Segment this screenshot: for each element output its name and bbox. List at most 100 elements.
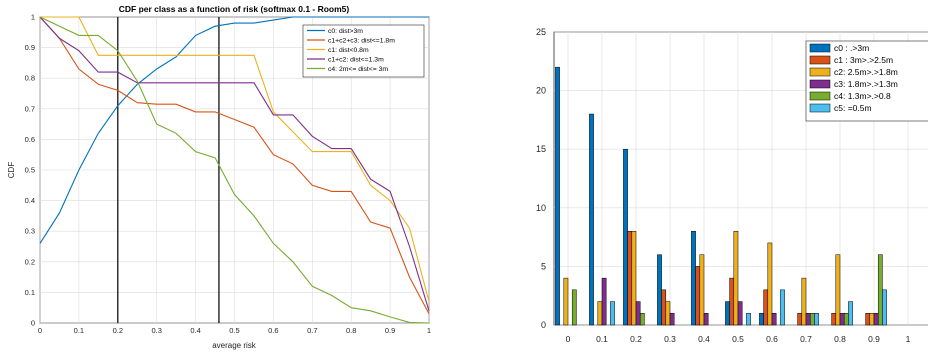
histogram-bar-3-1 [601,277,607,326]
cdf-y-tick-label: 0.8 [25,74,35,83]
cdf-series-line-0 [39,16,429,244]
histogram-x-tick-label: 0.9 [868,334,880,344]
histogram-x-tick-label: 0.8 [834,334,846,344]
histogram-legend-label-1: c1 : 3m>.>2.5m [834,55,893,65]
histogram-bar-3-7 [805,313,811,326]
histogram-bar-3-6 [771,313,777,326]
histogram-bar-1-9 [865,313,871,326]
histogram-bar-4-8 [843,313,849,326]
histogram-x-tick-label: 1 [906,334,911,344]
histogram-bar-2-9 [869,313,875,326]
histogram-x-tick-label: 0.1 [596,334,608,344]
cdf-x-tick-label: 0.1 [74,326,84,335]
cdf-vertical-lines [117,17,220,323]
cdf-y-tick-label: 0.9 [25,43,35,52]
cdf-series-line-4 [39,16,430,324]
histogram-bar-0-5 [725,301,730,326]
histogram-bar-2-3 [665,301,671,326]
histogram-x-tick-label: 0.5 [732,334,744,344]
histogram-bar-0-6 [759,313,764,326]
histogram-x-tick-label: 0 [566,334,571,344]
histogram-bar-5-7 [814,313,819,326]
histogram-bar-5-8 [848,301,853,326]
histogram-bar-2-8 [835,254,841,326]
histogram-legend-swatch-5 [809,103,831,113]
histogram-bar-4-0 [571,289,577,326]
histogram-legend: c0 : .>3m c1 : 3m>.>2.5m c2: 2.5m>.>1.8m c3… [805,40,928,122]
histogram-chart: 0 0.1 0.2 0.3 0.4 0.5 0.6 0.7 0.8 0.9 1 0 5 10 15 20 25… [536,27,928,344]
histogram-bar-1-6 [763,289,769,326]
histogram-bar-1-5 [729,277,735,326]
histogram-legend-label-2: c2: 2.5m>.>1.8m [834,67,898,77]
histogram-bar-0-1 [589,113,594,326]
cdf-legend-label-2: c1: dist<0.8m [328,47,369,54]
cdf-series-line-2 [40,16,430,302]
histogram-bar-2-4 [699,254,705,326]
cdf-x-tick-label: 0.7 [307,326,317,335]
histogram-x-tick-label: 0.4 [698,334,710,344]
histogram-bar-3-9 [873,313,879,326]
histogram-x-tick-label: 0.3 [664,334,676,344]
cdf-y-tick-label: 0.5 [25,166,35,175]
histogram-bar-2-7 [801,277,807,326]
cdf-x-tick-label: 0.2 [113,326,123,335]
cdf-ylabel: CDF [7,162,16,179]
histogram-legend-label-4: c4: 1.3m>.>0.8 [834,91,891,101]
histogram-bar-3-4 [703,313,709,326]
histogram-y-tick-label: 0 [541,320,546,330]
histogram-bar-0-3 [657,254,662,326]
histogram-bar-0-2 [623,148,628,326]
histogram-bar-5-6 [780,289,785,326]
cdf-x-ticks: 0 0.1 0.2 0.3 0.4 0.5 0.6 0.7 0.8 0.9 1 [38,326,431,335]
histogram-bar-5-5 [746,313,751,326]
cdf-x-tick-label: 0.3 [151,326,161,335]
cdf-legend-label-4: c4: 2m<= dist<= 3m [328,66,388,73]
histogram-x-ticks: 0 0.1 0.2 0.3 0.4 0.5 0.6 0.7 0.8 0.9 1 [566,334,911,344]
cdf-series-line-3 [39,16,430,311]
cdf-x-tick-label: 0.9 [385,326,395,335]
histogram-bar-3-2 [635,301,641,326]
histogram-bar-1-7 [797,313,803,326]
histogram-bar-0-4 [691,230,696,326]
histogram-bar-1-2 [627,230,633,326]
histogram-legend-swatch-3 [809,79,831,89]
histogram-bar-2-2 [631,230,637,326]
histogram-bar-4-9 [877,254,883,326]
cdf-x-tick-label: 1 [427,326,431,335]
histogram-y-tick-label: 15 [536,144,546,154]
cdf-series-line-1 [39,16,430,315]
histogram-y-tick-label: 5 [541,261,546,271]
histogram-bar-3-8 [839,313,845,326]
histogram-bar-0-0 [555,66,560,326]
cdf-chart: 0 0.1 0.2 0.3 0.4 0.5 0.6 0.7 0.8 0.9 1 0 0.1 0.2 0.3… [7,4,431,350]
histogram-bar-4-2 [639,313,645,326]
cdf-y-tick-label: 0.4 [25,196,35,205]
histogram-y-tick-label: 10 [536,203,546,213]
histogram-legend-label-5: c5: =0.5m [834,103,872,113]
histogram-bar-1-3 [661,289,667,326]
cdf-x-tick-label: 0.6 [268,326,278,335]
histogram-y-ticks: 0 5 10 15 20 25 [536,27,546,330]
cdf-series [39,16,430,324]
cdf-legend-label-1: c1+c2+c3: dist<=1.8m [328,38,395,45]
cdf-x-tick-label: 0.8 [346,326,356,335]
histogram-x-tick-label: 0.6 [766,334,778,344]
cdf-y-tick-label: 0.3 [25,227,35,236]
histogram-bars [555,66,887,326]
cdf-x-tick-label: 0 [38,326,42,335]
cdf-legend-label-3: c1+c2: dist<=1.3m [328,57,384,64]
histogram-bar-5-9 [882,289,887,326]
histogram-bar-2-6 [767,242,773,326]
histogram-legend-label-0: c0 : .>3m [834,43,869,53]
histogram-bar-2-0 [563,277,569,326]
cdf-y-tick-label: 1 [31,13,35,22]
cdf-y-tick-label: 0.6 [25,135,35,144]
histogram-x-tick-label: 0.2 [630,334,642,344]
histogram-bar-1-4 [695,266,701,326]
cdf-legend-label-0: c0: dist>3m [328,28,363,35]
histogram-legend-swatch-2 [809,67,831,77]
histogram-bar-3-3 [669,313,675,326]
cdf-y-tick-label: 0 [31,319,35,328]
